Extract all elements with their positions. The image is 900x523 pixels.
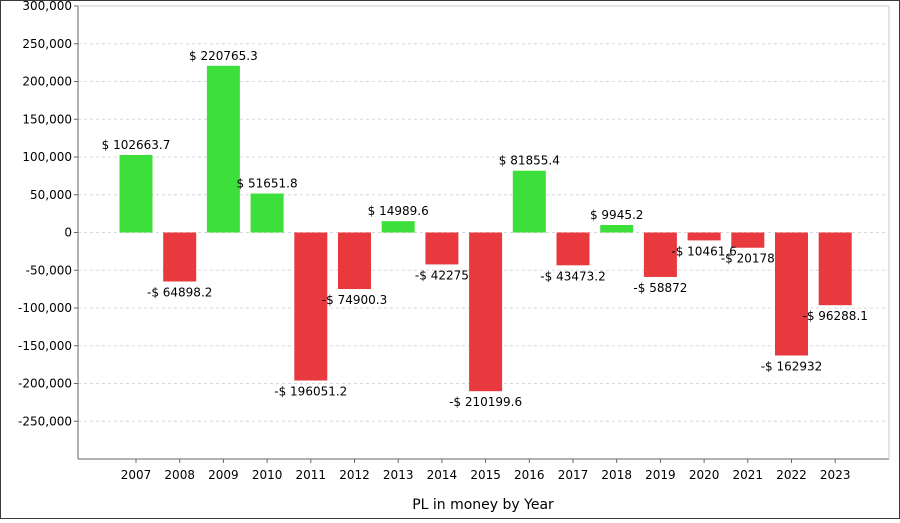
x-tick-label: 2008 [164, 468, 195, 482]
x-tick-label: 2010 [252, 468, 283, 482]
data-label: $ 102663.7 [102, 138, 171, 152]
y-tick-label: 250,000 [22, 37, 72, 51]
x-tick-label: 2018 [601, 468, 632, 482]
data-label: -$ 96288.1 [802, 309, 867, 323]
y-tick-label: -200,000 [18, 377, 72, 391]
data-label: -$ 10461.6 [671, 244, 736, 258]
y-tick-label: 100,000 [22, 150, 72, 164]
bar-2008 [163, 232, 197, 282]
bar-2013 [381, 221, 415, 233]
data-label: -$ 74900.3 [322, 293, 387, 307]
bar-2010 [250, 193, 284, 233]
bar-2011 [294, 232, 328, 381]
y-tick-label: 0 [64, 226, 72, 240]
x-tick-label: 2019 [645, 468, 676, 482]
y-axis-ticks: 300,000 250,000 200,000 150,000 100,000 50,00… [18, 0, 72, 428]
data-label: -$ 58872 [633, 281, 687, 295]
x-tick-label: 2009 [208, 468, 239, 482]
data-label: -$ 64898.2 [147, 285, 212, 299]
x-axis-ticks: 2007 2008 2009 2010 2011 2012 2013 2014 2015 2016… [121, 468, 851, 482]
bar-2021 [731, 232, 765, 248]
data-label: -$ 210199.6 [449, 395, 522, 409]
x-tick-label: 2013 [383, 468, 414, 482]
y-tick-label: -150,000 [18, 339, 72, 353]
y-tick-label: 200,000 [22, 75, 72, 89]
bar-2018 [600, 224, 634, 233]
data-label: $ 51651.8 [237, 177, 298, 191]
y-tick-label: -100,000 [18, 301, 72, 315]
data-label: -$ 162932 [761, 360, 823, 374]
data-label: -$ 43473.2 [540, 269, 605, 283]
data-label: $ 220765.3 [189, 49, 258, 63]
data-label: $ 9945.2 [590, 208, 643, 222]
x-tick-label: 2014 [427, 468, 458, 482]
data-label: -$ 20178 [721, 252, 775, 266]
y-tick-label: 300,000 [22, 1, 72, 13]
x-axis-title: PL in money by Year [412, 497, 554, 513]
bar-2009 [206, 65, 240, 233]
x-tick-label: 2017 [558, 468, 589, 482]
bars [119, 65, 852, 392]
bar-2015 [469, 232, 503, 392]
x-tick-label: 2021 [733, 468, 764, 482]
y-tick-label: -250,000 [18, 414, 72, 428]
bar-2019 [643, 232, 677, 277]
x-tick-label: 2015 [470, 468, 501, 482]
bar-2012 [338, 232, 371, 290]
x-tick-label: 2007 [121, 468, 152, 482]
data-label: $ 14989.6 [368, 204, 429, 218]
bar-2007 [119, 154, 153, 233]
x-tick-label: 2022 [776, 468, 807, 482]
bar-2014 [425, 232, 459, 265]
x-tick-label: 2023 [820, 468, 851, 482]
bar-2017 [556, 232, 590, 266]
x-tick-label: 2011 [296, 468, 327, 482]
y-tick-label: 50,000 [30, 188, 72, 202]
data-label: -$ 196051.2 [274, 385, 347, 399]
bar-2020 [687, 232, 721, 241]
x-tick-label: 2016 [514, 468, 545, 482]
x-tick-label: 2020 [689, 468, 720, 482]
y-tick-label: -50,000 [26, 263, 72, 277]
bar-2016 [512, 170, 546, 233]
x-tick-label: 2012 [339, 468, 370, 482]
data-label: $ 81855.4 [499, 154, 560, 168]
y-tick-label: 150,000 [22, 112, 72, 126]
axes [74, 5, 890, 463]
bar-2023 [818, 232, 852, 306]
bar-2022 [775, 232, 808, 356]
data-label: -$ 42275 [415, 268, 469, 282]
data-labels: $ 102663.7 -$ 64898.2 $ 220765.3 $ 51651.8 -… [102, 49, 868, 409]
